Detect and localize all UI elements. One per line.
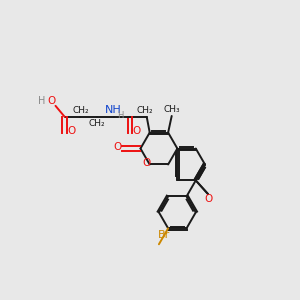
Text: O: O: [142, 158, 150, 168]
Text: O: O: [47, 96, 55, 106]
Text: Br: Br: [158, 230, 170, 240]
Text: H: H: [38, 96, 46, 106]
Text: H: H: [117, 111, 123, 120]
Text: NH: NH: [105, 105, 122, 116]
Text: CH₂: CH₂: [72, 106, 89, 115]
Text: O: O: [113, 142, 122, 152]
Text: CH₃: CH₃: [164, 105, 180, 114]
Text: O: O: [67, 126, 75, 136]
Text: CH₂: CH₂: [137, 106, 154, 115]
Text: CH₂: CH₂: [89, 119, 105, 128]
Text: O: O: [204, 194, 212, 205]
Text: O: O: [133, 126, 141, 136]
